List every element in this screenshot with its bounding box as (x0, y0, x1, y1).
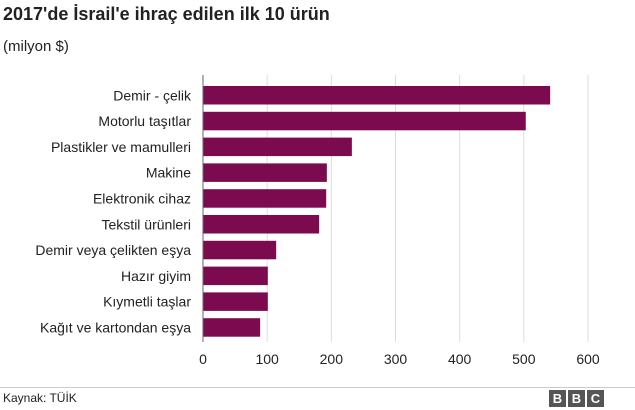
bar (203, 163, 327, 182)
x-tick-label: 400 (448, 351, 472, 367)
bbc-logo-letter: B (549, 390, 566, 407)
source-note: Kaynak: TÜİK (3, 391, 77, 405)
chart-title: 2017'de İsrail'e ihraç edilen ilk 10 ürü… (3, 4, 330, 24)
x-tick-label: 100 (255, 351, 279, 367)
category-label: Elektronik cihaz (93, 190, 191, 206)
bar (203, 137, 352, 157)
bar (203, 86, 551, 105)
x-tick-label: 0 (199, 351, 207, 367)
bbc-logo-letter: C (587, 390, 604, 407)
category-label: Demir veya çelikten eşya (35, 242, 191, 258)
bar (203, 318, 261, 337)
bbc-logo: B B C (549, 390, 604, 407)
category-label: Motorlu taşıtlar (98, 113, 191, 129)
category-label: Makine (146, 165, 191, 181)
category-label: Plastikler ve mamulleri (51, 139, 191, 155)
bar (203, 215, 320, 234)
x-tick-label: 300 (384, 351, 408, 367)
category-label: Kağıt ve kartondan eşya (40, 319, 191, 335)
category-label: Demir - çelik (113, 87, 192, 103)
x-tick-label: 600 (576, 351, 600, 367)
chart-subtitle: (milyon $) (3, 38, 69, 55)
bbc-logo-letter: B (568, 390, 585, 407)
category-label: Kıymetli taşlar (103, 294, 191, 310)
bar-chart: 0 100 200 300 400 500 600 Demir - çelik Motorlu … (35, 75, 600, 367)
bar (203, 189, 327, 208)
footer-divider (0, 387, 635, 388)
x-tick-label: 200 (320, 351, 344, 367)
bar (203, 266, 268, 286)
bar (203, 240, 277, 260)
bar (203, 111, 526, 131)
x-tick-label: 500 (512, 351, 536, 367)
category-label: Tekstil ürünleri (102, 216, 191, 232)
bar (203, 292, 268, 311)
category-label: Hazır giyim (121, 268, 191, 284)
